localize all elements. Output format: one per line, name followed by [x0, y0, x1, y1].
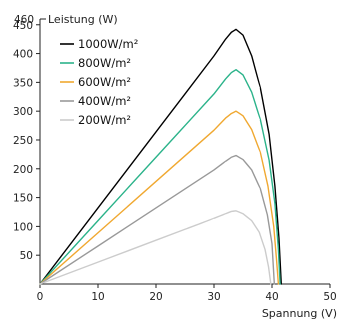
y-tick-label: 200	[13, 164, 33, 176]
series-layer	[39, 28, 282, 285]
x-tick-label: 10	[91, 291, 104, 303]
series-line-0	[39, 28, 282, 285]
x-tick-label: 50	[323, 291, 336, 303]
ticks: 0 10 20 30 40 50 50 100 150 200 250 300 350 400 450	[13, 20, 337, 303]
series-line-4	[39, 210, 272, 285]
legend-label-0: 1000W/m²	[78, 37, 138, 51]
y-tick-label: 300	[13, 106, 33, 118]
y-tick-label: 350	[13, 77, 33, 89]
x-tick-label: 40	[265, 291, 278, 303]
legend-label-1: 800W/m²	[78, 56, 131, 70]
series-line-2	[39, 110, 280, 285]
legend-label-4: 200W/m²	[78, 113, 131, 127]
y-axis-title: Leistung (W)	[48, 13, 118, 26]
y-tick-label: 250	[13, 135, 33, 147]
legend-label-2: 600W/m²	[78, 75, 131, 89]
y-tick-label: 150	[13, 193, 33, 205]
series-line-3	[39, 154, 276, 285]
y-tick-label: 50	[20, 250, 33, 262]
y-tick-label: 400	[13, 49, 33, 61]
x-tick-label: 0	[37, 291, 44, 303]
y-tick-label: 100	[13, 221, 33, 233]
y-top-tick-label: 460	[14, 14, 34, 26]
x-tick-label: 20	[149, 291, 162, 303]
legend: 1000W/m² 800W/m² 600W/m² 400W/m² 200W/m²	[60, 37, 138, 127]
x-tick-label: 30	[207, 291, 220, 303]
y-tick-label: 450	[13, 20, 33, 32]
series-line-1	[39, 68, 281, 285]
legend-label-3: 400W/m²	[78, 94, 131, 108]
x-axis-title: Spannung (V)	[262, 307, 337, 320]
